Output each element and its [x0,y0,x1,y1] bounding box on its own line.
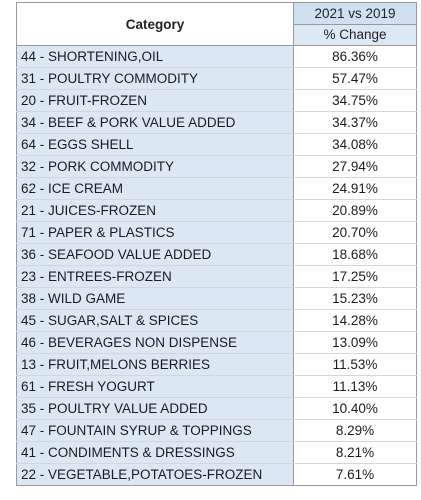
table-row: 44 - SHORTENING,OIL 86.36% [16,45,417,68]
percent-change-cell[interactable]: 57.47% [293,67,417,90]
percent-change-cell[interactable]: 8.29% [293,419,417,442]
category-cell[interactable]: 62 - ICE CREAM [16,177,294,200]
category-cell[interactable]: 23 - ENTREES-FROZEN [16,265,294,288]
category-cell[interactable]: 20 - FRUIT-FROZEN [16,89,294,112]
category-cell[interactable]: 41 - CONDIMENTS & DRESSINGS [16,441,294,464]
category-cell[interactable]: 71 - PAPER & PLASTICS [16,221,294,244]
table-row: 46 - BEVERAGES NON DISPENSE 13.09% [16,331,417,354]
percent-change-cell[interactable]: 34.08% [293,133,417,156]
percent-change-cell[interactable]: 86.36% [293,45,417,68]
spreadsheet-table-container: Category 2021 vs 2019 % Change 44 - SHOR… [16,2,420,500]
percent-change-cell[interactable]: 18.68% [293,243,417,266]
category-cell[interactable]: 44 - SHORTENING,OIL [16,45,294,68]
percent-change-cell[interactable]: 27.94% [293,155,417,178]
table-row: 22 - VEGETABLE,POTATOES-FROZEN 7.61% [16,463,417,486]
category-cell[interactable]: 38 - WILD GAME [16,287,294,310]
table-row: 36 - SEAFOOD VALUE ADDED 18.68% [16,243,417,266]
percent-change-cell[interactable]: 24.91% [293,177,417,200]
header-row-bottom: % Change [17,23,417,46]
table-row: 71 - PAPER & PLASTICS 20.70% [16,221,417,244]
percent-change-cell[interactable]: 8.21% [293,441,417,464]
percent-change-cell[interactable]: 10.40% [293,397,417,420]
category-cell[interactable]: 64 - EGGS SHELL [16,133,294,156]
category-cell[interactable]: 31 - POULTRY COMMODITY [16,67,294,90]
category-cell[interactable]: 35 - POULTRY VALUE ADDED [16,397,294,420]
category-cell[interactable]: 21 - JUICES-FROZEN [16,199,294,222]
percent-change-column-header: % Change [293,23,417,46]
category-cell[interactable]: 34 - BEEF & PORK VALUE ADDED [16,111,294,134]
header-row-top: Category 2021 vs 2019 [16,2,417,46]
percent-change-cell[interactable]: 20.70% [293,221,417,244]
percent-change-cell[interactable]: 34.37% [293,111,417,134]
percent-change-cell[interactable]: 7.61% [293,463,417,486]
table-row: 13 - FRUIT,MELONS BERRIES 11.53% [16,353,417,376]
table-row: 38 - WILD GAME 15.23% [16,287,417,310]
category-cell[interactable]: 47 - FOUNTAIN SYRUP & TOPPINGS [16,419,294,442]
percent-change-cell[interactable]: 17.25% [293,265,417,288]
category-cell[interactable]: 45 - SUGAR,SALT & SPICES [16,309,294,332]
table-body: 44 - SHORTENING,OIL 86.36% 31 - POULTRY CO… [16,45,417,486]
percent-change-cell[interactable]: 15.23% [293,287,417,310]
percent-change-cell[interactable]: 11.13% [293,375,417,398]
table-row: 32 - PORK COMMODITY 27.94% [16,155,417,178]
category-cell[interactable]: 32 - PORK COMMODITY [16,155,294,178]
table-header: Category 2021 vs 2019 % Change [16,2,417,46]
table-row: 64 - EGGS SHELL 34.08% [16,133,417,156]
category-cell[interactable]: 22 - VEGETABLE,POTATOES-FROZEN [16,463,294,486]
table-row: 47 - FOUNTAIN SYRUP & TOPPINGS 8.29% [16,419,417,442]
category-cell[interactable]: 61 - FRESH YOGURT [16,375,294,398]
table-row: 23 - ENTREES-FROZEN 17.25% [16,265,417,288]
table-row: 41 - CONDIMENTS & DRESSINGS 8.21% [16,441,417,464]
table-row: 45 - SUGAR,SALT & SPICES 14.28% [16,309,417,332]
percent-change-cell[interactable]: 11.53% [293,353,417,376]
category-cell[interactable]: 36 - SEAFOOD VALUE ADDED [16,243,294,266]
category-cell[interactable]: 13 - FRUIT,MELONS BERRIES [16,353,294,376]
percent-change-cell[interactable]: 34.75% [293,89,417,112]
table-row: 62 - ICE CREAM 24.91% [16,177,417,200]
category-change-table: Category 2021 vs 2019 % Change 44 - SHOR… [16,2,417,486]
category-cell[interactable]: 46 - BEVERAGES NON DISPENSE [16,331,294,354]
table-row: 61 - FRESH YOGURT 11.13% [16,375,417,398]
table-row: 20 - FRUIT-FROZEN 34.75% [16,89,417,112]
table-row: 35 - POULTRY VALUE ADDED 10.40% [16,397,417,420]
percent-change-cell[interactable]: 14.28% [293,309,417,332]
percent-change-cell[interactable]: 20.89% [293,199,417,222]
comparison-column-header: 2021 vs 2019 [293,2,417,25]
percent-change-cell[interactable]: 13.09% [293,331,417,354]
table-row: 31 - POULTRY COMMODITY 57.47% [16,67,417,90]
table-row: 34 - BEEF & PORK VALUE ADDED 34.37% [16,111,417,134]
table-row: 21 - JUICES-FROZEN 20.89% [16,199,417,222]
category-column-header: Category [16,2,294,46]
